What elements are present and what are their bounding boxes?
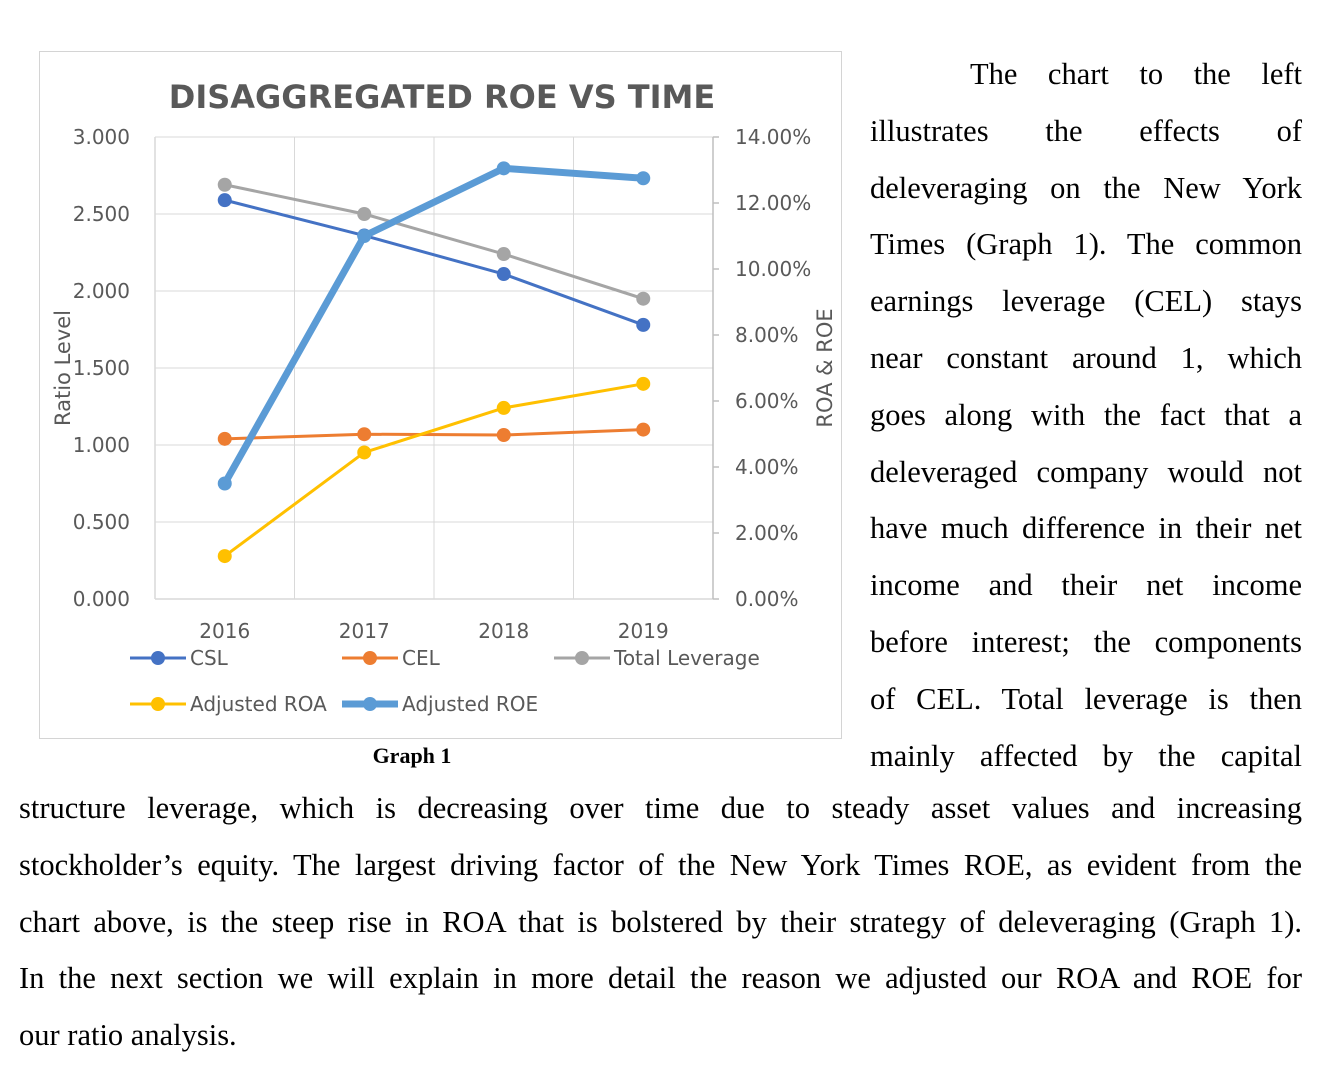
paragraph-line: goes along with the fact that a [870,397,1302,432]
series-line [224,428,644,441]
series-total-leverage [217,177,651,306]
legend-label: Total Leverage [613,646,760,670]
paragraph-line: Times (Graph 1). The common [870,227,1302,262]
legend-swatch-marker [363,697,377,711]
x-tick-label: 2016 [199,619,250,643]
x-tick-label: 2017 [339,619,390,643]
data-point [636,317,651,332]
data-point [636,376,651,391]
y2-tick-label: 2.00% [735,521,799,545]
y2-tick-label: 14.00% [735,125,811,149]
y2-tick-label: 10.00% [735,257,811,281]
x-tick-label: 2019 [618,619,669,643]
paragraph-line: illustrates the effects of [870,113,1302,148]
legend-label: Adjusted ROE [402,692,538,716]
y2-tick-label: 8.00% [735,323,799,347]
y2-axis-title: ROA & ROE [813,308,837,427]
paragraph-line: of CEL. Total leverage is then [870,681,1302,716]
axes: 0.000 0.500 1.000 1.500 2.000 2.500 3.000 0.00%… [73,125,812,643]
data-point [357,229,372,243]
data-point [217,193,232,208]
graph-caption: Graph 1 [372,743,452,768]
data-point [496,400,511,415]
paragraph-line: structure leverage, which is decreasing … [19,791,1302,825]
legend-label: Adjusted ROA [190,692,327,716]
line-chart: DISAGGREGATED ROE VS TIME 0.000 0.500 1.00… [51,78,837,716]
series-adjusted-roe [217,161,651,491]
series-line [224,198,644,327]
legend-item: Adjusted ROE [342,692,538,716]
series-cel [217,422,651,446]
series-line [221,164,644,486]
x-tick-label: 2018 [478,619,529,643]
series-adjusted-roa [217,376,651,564]
legend-item: CEL [342,646,441,670]
legend-item: CSL [130,646,229,670]
data-point [636,171,651,186]
y-tick-label: 2.500 [73,202,130,226]
legend-swatch-marker [151,697,165,711]
legend: CSL CEL Total Leverage Adjusted ROA Adjusted… [130,646,760,716]
legend-item: Adjusted ROA [130,692,327,716]
y-tick-label: 2.000 [73,279,130,303]
y2-tick-label: 4.00% [735,455,799,479]
paragraph-line: before interest; the components [870,624,1302,659]
legend-label: CEL [402,646,441,670]
gridlines [155,136,714,599]
paragraph-line: near constant around 1, which [870,340,1302,375]
paragraph-line: mainly affected by the capital [870,738,1302,773]
data-point [636,291,651,306]
y-tick-label: 0.000 [73,587,130,611]
series-line [224,183,644,301]
series-lines [217,161,651,564]
legend-swatch-marker [151,651,165,665]
body-paragraph: structure leverage, which is decreasing … [19,780,1302,1064]
paragraph-line: earnings leverage (CEL) stays [870,284,1302,319]
y-axis-title: Ratio Level [51,310,75,426]
data-point [496,247,511,262]
paragraph-line: The chart to the left [970,57,1302,91]
y2-tick-label: 12.00% [735,191,811,215]
paragraph-line: have much difference in their net [870,511,1302,546]
chart-title: DISAGGREGATED ROE VS TIME [169,78,715,116]
paragraph-line: deleveraged company would not [870,454,1302,489]
legend-swatch-marker [575,651,589,665]
data-point [357,427,372,442]
y-tick-label: 0.500 [73,510,130,534]
y-tick-label: 3.000 [73,125,130,149]
y-tick-label: 1.000 [73,433,130,457]
side-paragraph: The chart to the left illustrates the eff… [870,46,1302,784]
data-point [496,161,511,176]
paragraph-line: chart above, is the steep rise in ROA th… [19,904,1302,939]
legend-swatch-marker [363,651,377,665]
data-point [217,177,232,192]
series-line [223,382,644,558]
data-point [217,549,232,564]
paragraph-line: our ratio analysis. [19,1018,237,1053]
y2-tick-label: 0.00% [735,587,799,611]
data-point [357,445,372,460]
legend-label: CSL [190,646,229,670]
data-point [636,422,651,437]
data-point [496,267,511,282]
paragraph-line: deleveraging on the New York [870,170,1302,205]
legend-item: Total Leverage [554,646,760,670]
data-point [217,431,232,446]
data-point [496,427,511,442]
y-tick-label: 1.500 [73,356,130,380]
data-point [357,207,372,221]
paragraph-line: stockholder’s equity. The largest drivin… [19,847,1302,882]
paragraph-line: income and their net income [870,568,1302,603]
y2-tick-label: 6.00% [735,389,799,413]
chart-container: DISAGGREGATED ROE VS TIME 0.000 0.500 1.00… [39,51,842,739]
paragraph-line: In the next section we will explain in m… [19,961,1302,996]
data-point [217,476,232,491]
